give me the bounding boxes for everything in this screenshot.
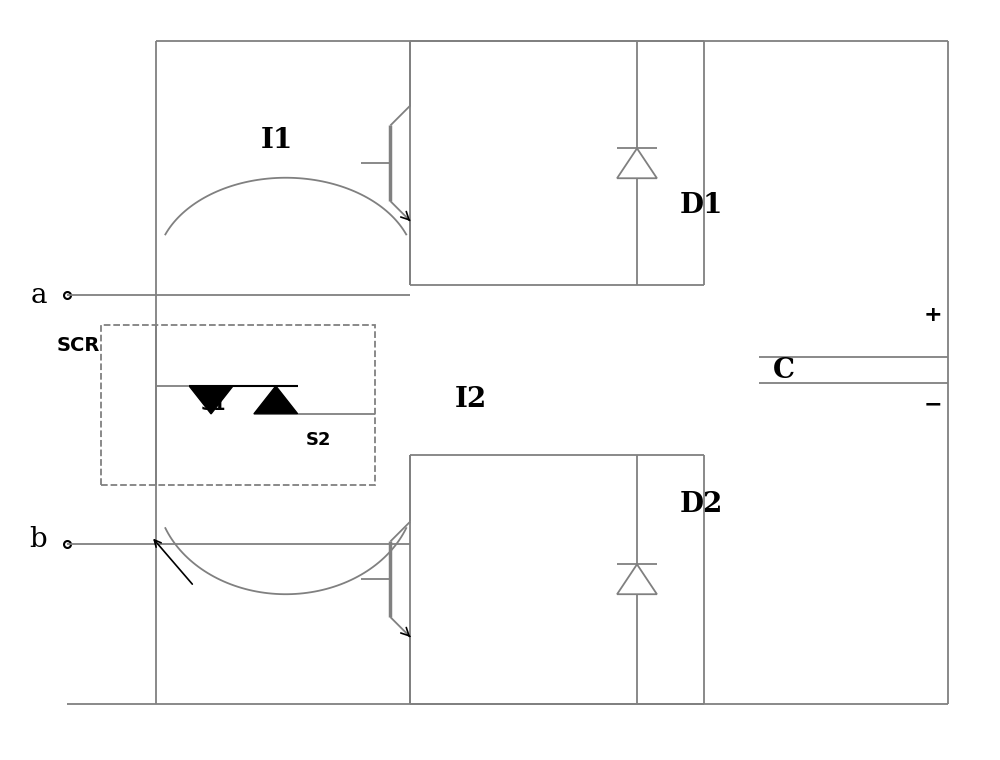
Text: D2: D2 bbox=[679, 491, 723, 518]
Text: C: C bbox=[773, 356, 795, 384]
Text: +: + bbox=[924, 306, 943, 325]
Text: S1: S1 bbox=[201, 396, 227, 414]
Bar bbox=[101, 325, 375, 485]
Polygon shape bbox=[189, 386, 233, 414]
Text: −: − bbox=[924, 395, 943, 415]
Text: SCR: SCR bbox=[57, 336, 100, 355]
Text: I2: I2 bbox=[455, 386, 487, 413]
Text: S2: S2 bbox=[306, 431, 331, 449]
Text: D1: D1 bbox=[679, 192, 723, 219]
Text: a: a bbox=[30, 282, 47, 309]
Text: I1: I1 bbox=[261, 128, 293, 154]
Text: b: b bbox=[29, 526, 47, 553]
Polygon shape bbox=[254, 386, 298, 414]
